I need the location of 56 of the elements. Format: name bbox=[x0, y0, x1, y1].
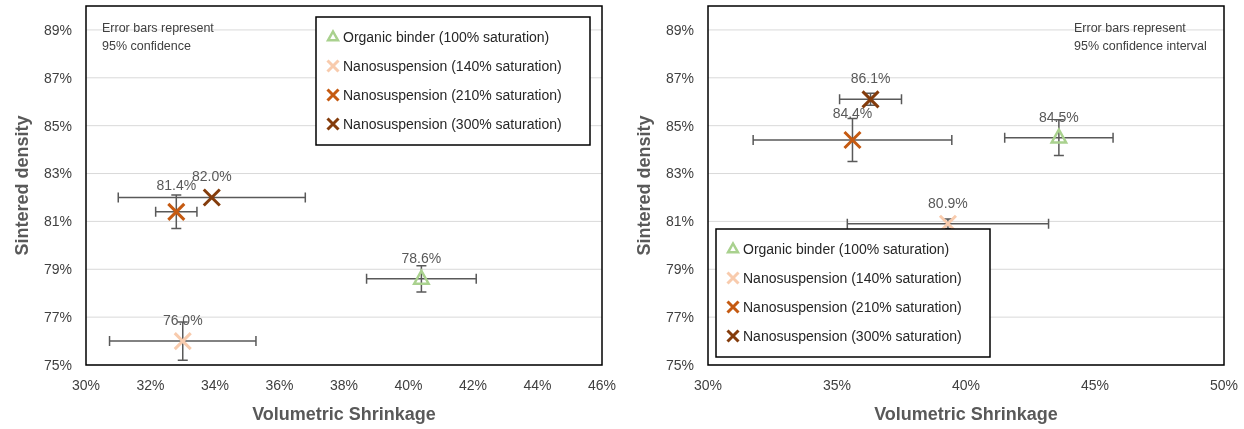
x-tick-label: 32% bbox=[136, 377, 165, 393]
legend-label: Organic binder (100% saturation) bbox=[343, 28, 550, 45]
x-tick-label: 38% bbox=[329, 377, 359, 393]
x-tick-label: 40% bbox=[951, 377, 981, 393]
legend-label: Nanosuspension (210% saturation) bbox=[743, 298, 962, 315]
annotation: Error bars represent 95% confidence bbox=[102, 21, 215, 53]
y-tick-label: 87% bbox=[43, 69, 72, 86]
x-tick-label: 34% bbox=[200, 377, 230, 393]
x-tick-label: 42% bbox=[458, 377, 488, 393]
y-tick-label: 79% bbox=[665, 261, 694, 278]
x-tick-label: 30% bbox=[693, 377, 723, 393]
data-label: 84.5% bbox=[1039, 108, 1079, 125]
legend-label: Nanosuspension (300% saturation) bbox=[743, 327, 962, 344]
point bbox=[842, 130, 862, 150]
y-tick-label: 79% bbox=[43, 261, 72, 278]
y-tick-label: 75% bbox=[43, 356, 72, 373]
point bbox=[166, 202, 186, 222]
data-label: 76.0% bbox=[162, 312, 203, 329]
legend-label: Nanosuspension (300% saturation) bbox=[343, 115, 562, 132]
y-tick-label: 87% bbox=[665, 69, 694, 86]
annotation: Error bars represent 95% confidence interval bbox=[1074, 21, 1207, 53]
legend-label: Nanosuspension (140% saturation) bbox=[743, 269, 962, 286]
legend-label: Nanosuspension (140% saturation) bbox=[343, 57, 562, 74]
y-tick-label: 81% bbox=[665, 213, 694, 230]
x-tick-label: 35% bbox=[822, 377, 852, 393]
legend-label: Nanosuspension (210% saturation) bbox=[343, 86, 562, 103]
x-tick-label: 45% bbox=[1080, 377, 1110, 393]
x-tick-label: 46% bbox=[587, 377, 617, 393]
x-tick-label: 30% bbox=[71, 377, 101, 393]
point bbox=[412, 269, 430, 285]
legend-label: Organic binder (100% saturation) bbox=[743, 240, 950, 257]
y-tick-label: 83% bbox=[665, 165, 694, 182]
y-axis-title: Sintered density bbox=[12, 115, 32, 256]
x-axis-title: Volumetric Shrinkage bbox=[874, 404, 1058, 424]
y-tick-label: 81% bbox=[43, 213, 72, 230]
data-label: 80.9% bbox=[928, 194, 968, 211]
point bbox=[173, 331, 193, 351]
y-tick-label: 77% bbox=[43, 309, 72, 326]
point bbox=[1050, 128, 1068, 144]
y-tick-label: 77% bbox=[665, 309, 694, 326]
y-tick-label: 75% bbox=[665, 356, 694, 373]
y-tick-label: 85% bbox=[43, 117, 72, 134]
y-tick-label: 89% bbox=[43, 21, 72, 38]
y-tick-label: 85% bbox=[665, 117, 694, 134]
x-axis-title: Volumetric Shrinkage bbox=[252, 404, 436, 424]
x-tick-label: 44% bbox=[523, 377, 552, 393]
y-tick-label: 83% bbox=[43, 165, 72, 182]
data-label: 78.6% bbox=[401, 249, 442, 266]
y-tick-label: 89% bbox=[665, 21, 694, 38]
x-tick-label: 50% bbox=[1209, 377, 1239, 393]
data-label: 84.4% bbox=[832, 105, 873, 122]
x-tick-label: 40% bbox=[394, 377, 423, 393]
y-axis-title: Sintered density bbox=[634, 115, 654, 256]
x-tick-label: 36% bbox=[265, 377, 294, 393]
point bbox=[202, 187, 222, 207]
data-label: 86.1% bbox=[850, 70, 891, 87]
